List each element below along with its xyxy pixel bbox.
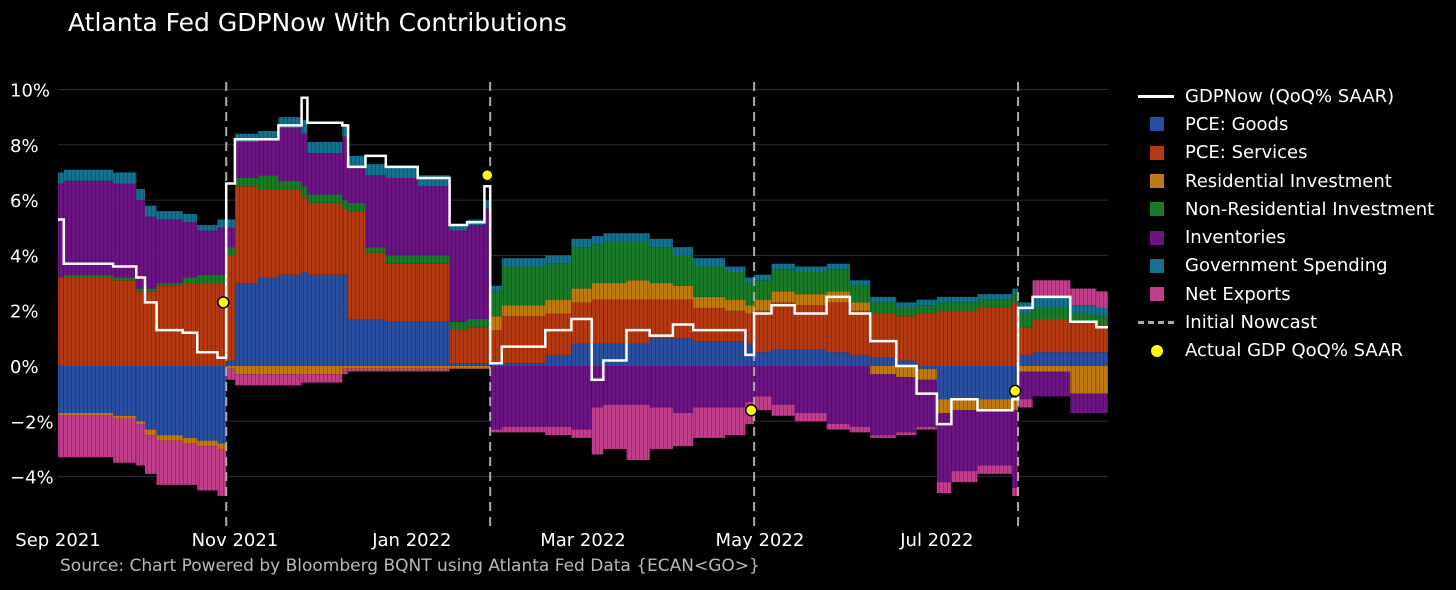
legend-label: Government Spending — [1185, 255, 1388, 277]
legend-item: Government Spending — [1138, 252, 1434, 280]
legend-item: PCE: Services — [1138, 139, 1434, 167]
legend-label: PCE: Services — [1185, 142, 1308, 164]
x-tick-label: Jul 2022 — [899, 530, 973, 551]
actual-gdp-point — [217, 296, 230, 309]
legend-label: Residential Investment — [1185, 170, 1392, 192]
legend: GDPNow (QoQ% SAAR) PCE: Goods PCE: Service… — [1138, 82, 1434, 365]
legend-label: Actual GDP QoQ% SAAR — [1185, 340, 1404, 362]
actual-gdp-point — [1008, 384, 1022, 398]
x-axis-ticks: Sep 2021 Nov 2021 Jan 2022 Mar 2022 May 2022… — [15, 530, 973, 551]
x-tick-label: Nov 2021 — [192, 530, 279, 551]
y-tick-label: −2% — [10, 412, 54, 433]
legend-item: Residential Investment — [1138, 167, 1434, 195]
x-tick-label: Sep 2021 — [15, 530, 100, 551]
legend-swatch — [1138, 284, 1174, 304]
x-tick-label: May 2022 — [716, 530, 805, 551]
legend-swatch — [1138, 228, 1174, 248]
y-tick-label: −4% — [10, 468, 54, 489]
legend-label: Inventories — [1185, 227, 1286, 249]
legend-item: Net Exports — [1138, 280, 1434, 308]
legend-label: GDPNow (QoQ% SAAR) — [1185, 85, 1395, 107]
bar-texture — [58, 60, 1108, 528]
y-tick-label: 0% — [10, 357, 39, 378]
gdpnow-line — [58, 96, 1108, 426]
chart-title: Atlanta Fed GDPNow With Contributions — [68, 8, 567, 37]
actual-gdp-markers — [217, 168, 1022, 417]
gdpnow-line-layer — [58, 96, 1108, 426]
legend-swatch — [1138, 171, 1174, 191]
y-tick-label: 2% — [10, 302, 39, 323]
legend-item: Initial Nowcast — [1138, 308, 1434, 336]
legend-label: Non-Residential Investment — [1185, 198, 1435, 220]
legend-swatch — [1138, 114, 1174, 134]
legend-item: GDPNow (QoQ% SAAR) — [1138, 82, 1434, 110]
actual-gdp-point — [481, 168, 494, 182]
legend-label: Net Exports — [1185, 283, 1291, 305]
stacked-bars — [58, 60, 1108, 528]
legend-swatch — [1138, 86, 1174, 106]
legend-item: Actual GDP QoQ% SAAR — [1138, 337, 1434, 365]
legend-label: Initial Nowcast — [1185, 312, 1318, 334]
legend-swatch — [1138, 313, 1174, 333]
y-axis-ticks: 10% 8% 6% 4% 2% 0% −2% −4% — [10, 81, 54, 489]
legend-swatch — [1138, 256, 1174, 276]
legend-item: Inventories — [1138, 223, 1434, 251]
legend-label: PCE: Goods — [1185, 113, 1289, 135]
x-tick-label: Jan 2022 — [371, 530, 451, 551]
legend-swatch — [1138, 341, 1174, 361]
legend-swatch — [1138, 143, 1174, 163]
legend-swatch — [1138, 199, 1174, 219]
y-tick-label: 4% — [10, 246, 39, 267]
y-tick-label: 6% — [10, 191, 39, 212]
x-tick-label: Mar 2022 — [540, 530, 626, 551]
legend-item: PCE: Goods — [1138, 110, 1434, 138]
source-note: Source: Chart Powered by Bloomberg BQNT … — [60, 556, 760, 576]
legend-item: Non-Residential Investment — [1138, 195, 1434, 223]
actual-gdp-point — [744, 403, 758, 417]
y-tick-label: 8% — [10, 136, 39, 157]
y-tick-label: 10% — [10, 81, 50, 102]
